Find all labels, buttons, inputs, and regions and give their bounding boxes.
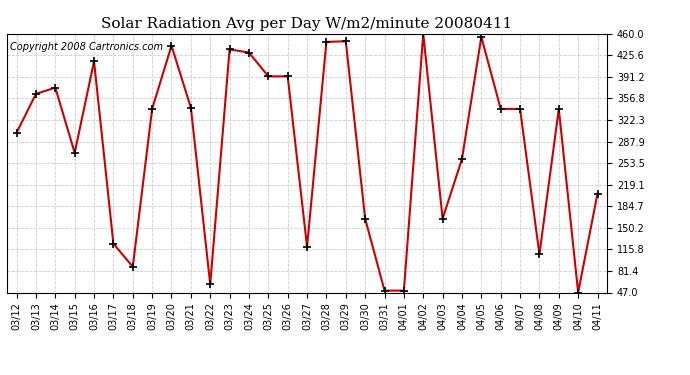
Text: Copyright 2008 Cartronics.com: Copyright 2008 Cartronics.com: [10, 42, 163, 51]
Title: Solar Radiation Avg per Day W/m2/minute 20080411: Solar Radiation Avg per Day W/m2/minute …: [101, 17, 513, 31]
